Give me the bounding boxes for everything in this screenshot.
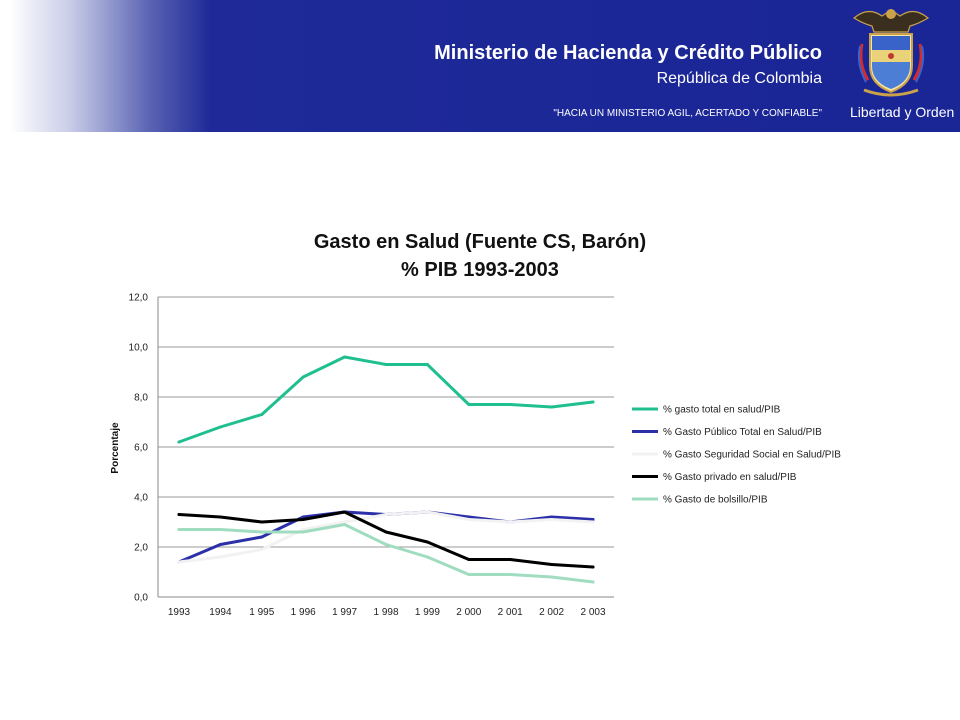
header-banner: Ministerio de Hacienda y Crédito Público…	[0, 0, 960, 132]
data-point	[301, 375, 305, 379]
data-point	[177, 528, 181, 531]
chart-title: Gasto en Salud (Fuente CS, Barón) % PIB …	[230, 228, 730, 284]
data-point	[260, 530, 264, 534]
y-tick-label: 2,0	[134, 543, 148, 554]
data-point	[425, 363, 429, 366]
chart-title-line-1: Gasto en Salud (Fuente CS, Barón)	[313, 231, 647, 253]
data-point	[301, 518, 305, 521]
data-point	[218, 528, 222, 531]
data-point	[591, 518, 595, 521]
x-tick-label: 1993	[168, 607, 191, 618]
data-point	[384, 513, 388, 516]
data-point	[260, 520, 264, 524]
ministry-title: Ministerio de Hacienda y Crédito Público	[434, 42, 822, 64]
data-point	[508, 403, 512, 406]
data-point	[301, 530, 305, 534]
data-point	[384, 530, 388, 534]
data-point	[550, 515, 554, 519]
data-point	[425, 540, 429, 544]
data-point	[467, 573, 471, 576]
x-tick-label: 2 000	[456, 607, 481, 618]
legend: % gasto total en salud/PIB % Gasto Públic…	[632, 405, 841, 506]
legend-label: % Gasto privado en salud/PIB	[663, 472, 797, 483]
data-point	[425, 555, 429, 559]
data-point	[467, 515, 471, 519]
data-point	[343, 520, 347, 524]
x-tick-label: 1994	[209, 607, 232, 618]
data-point	[301, 528, 305, 531]
x-tick-label: 1 995	[249, 607, 274, 618]
data-point	[384, 543, 388, 546]
series-lines	[177, 355, 595, 584]
data-point	[467, 403, 471, 406]
data-point	[550, 518, 554, 521]
data-point	[508, 573, 512, 576]
motto: Libertad y Orden	[850, 104, 955, 120]
data-point	[260, 413, 264, 416]
data-point	[508, 520, 512, 524]
y-tick-label: 8,0	[134, 393, 148, 404]
data-point	[343, 523, 347, 526]
data-point	[591, 565, 595, 569]
data-point	[218, 425, 222, 429]
data-point	[384, 363, 388, 366]
x-tick-label: 2 003	[580, 607, 605, 618]
chart-title-line-2: % PIB 1993-2003	[401, 259, 559, 281]
legend-label: % Gasto Seguridad Social en Salud/PIB	[663, 450, 841, 461]
y-tick-label: 4,0	[134, 493, 148, 504]
data-point	[218, 543, 222, 546]
data-point	[591, 580, 595, 584]
data-point	[343, 510, 347, 514]
x-tick-label: 1 997	[332, 607, 357, 618]
data-point	[550, 575, 554, 579]
data-point	[467, 518, 471, 521]
data-point	[177, 440, 181, 444]
y-tick-label: 6,0	[134, 443, 148, 454]
x-axis-ticks: 1993 1994 1 995 1 996 1 997 1 998 1 999 2 000 2 …	[168, 607, 606, 618]
data-point	[260, 548, 264, 551]
data-point	[467, 558, 471, 561]
data-point	[550, 563, 554, 566]
x-tick-label: 2 001	[498, 607, 523, 618]
gridlines	[157, 296, 614, 598]
data-point	[550, 405, 554, 409]
data-point	[591, 400, 595, 404]
y-axis-ticks: 0,0 2,0 4,0 6,0 8,0 10,0 12,0	[129, 293, 149, 604]
coat-of-arms-icon	[852, 9, 930, 97]
data-point	[218, 515, 222, 519]
legend-label: % gasto total en salud/PIB	[663, 405, 781, 416]
x-tick-label: 1 996	[291, 607, 316, 618]
legend-label: % Gasto de bolsillo/PIB	[663, 495, 768, 506]
data-point	[260, 535, 264, 539]
x-tick-label: 2 002	[539, 607, 564, 618]
data-point	[218, 555, 222, 559]
y-tick-label: 10,0	[129, 343, 149, 354]
y-axis-label: Porcentaje	[110, 422, 121, 474]
legend-label: % Gasto Público Total en Salud/PIB	[663, 427, 822, 438]
x-tick-label: 1 999	[415, 607, 440, 618]
data-point	[591, 520, 595, 524]
data-point	[425, 510, 429, 514]
series-line-1	[177, 355, 595, 444]
y-tick-label: 12,0	[129, 293, 149, 304]
data-point	[177, 513, 181, 516]
x-tick-label: 1 998	[373, 607, 398, 618]
data-point	[177, 560, 181, 564]
slogan: "HACIA UN MINISTERIO AGIL, ACERTADO Y CO…	[553, 108, 822, 119]
y-tick-label: 0,0	[134, 593, 148, 604]
data-point	[301, 515, 305, 519]
country-name: República de Colombia	[656, 70, 822, 87]
data-point	[508, 558, 512, 561]
data-point	[343, 355, 347, 359]
